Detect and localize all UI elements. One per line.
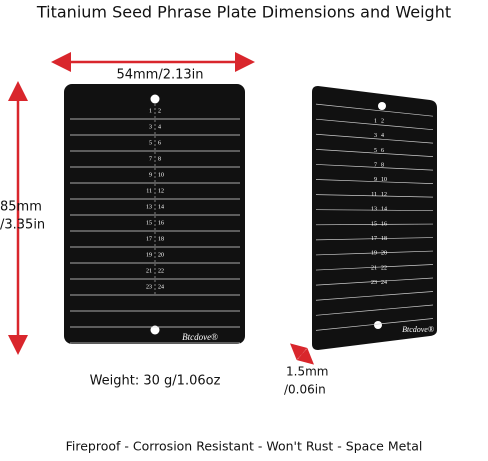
plate-number: 5 — [149, 140, 152, 146]
plate-number: 17 — [146, 236, 152, 242]
plate-number: 13 — [146, 204, 152, 210]
engraved-line — [315, 223, 434, 226]
engraved-line — [315, 164, 434, 171]
plate-number: 9 — [374, 177, 377, 183]
plate-number: 2 — [158, 108, 161, 114]
plate-number: 8 — [158, 156, 161, 162]
engraved-line — [315, 149, 434, 157]
plate-number: 2 — [381, 118, 384, 124]
plate-number: 7 — [374, 162, 377, 168]
engraved-line — [315, 291, 434, 301]
thickness-label: 1.5mm — [286, 365, 328, 379]
plate-number: 4 — [158, 124, 161, 130]
plate-number: 10 — [381, 177, 387, 183]
plate-number: 17 — [371, 236, 377, 242]
plate-number: 14 — [158, 204, 164, 210]
plate-number: 3 — [374, 133, 377, 139]
plate-number: 23 — [146, 284, 152, 290]
engraved-line — [315, 237, 434, 241]
engraved-line — [315, 250, 434, 256]
engraved-line — [315, 264, 434, 271]
plate-number: 15 — [371, 221, 377, 227]
plate-number: 15 — [146, 220, 152, 226]
engraved-line — [315, 209, 434, 211]
plate-number: 12 — [158, 188, 164, 194]
plate-number: 4 — [381, 133, 384, 139]
plate-number: 6 — [381, 148, 384, 154]
plate-number: 1 — [149, 108, 152, 114]
footer: Fireproof - Corrosion Resistant - Won't … — [66, 439, 423, 454]
plate-number: 19 — [371, 251, 377, 257]
plate-number: 19 — [146, 252, 152, 258]
plate-number: 20 — [381, 251, 387, 257]
engraved-line — [315, 133, 434, 144]
height-label: 85mm — [0, 200, 42, 215]
width-label: 54mm/2.13in — [116, 68, 203, 83]
plate-number: 20 — [158, 252, 164, 258]
plate-number: 24 — [381, 280, 387, 286]
hole — [150, 325, 160, 335]
brand: Btcdove® — [402, 325, 434, 334]
plate-number: 23 — [371, 280, 377, 286]
plate-number: 8 — [381, 162, 384, 168]
plate-number: 1 — [374, 118, 377, 124]
plate-number: 5 — [374, 148, 377, 154]
thickness-arrow — [290, 343, 314, 365]
engraved-line — [315, 194, 434, 198]
height-label: /3.35in — [0, 218, 45, 233]
weight: Weight: 30 g/1.06oz — [90, 374, 221, 389]
plate-number: 21 — [371, 265, 377, 271]
plate-number: 11 — [371, 192, 377, 198]
engraved-line — [315, 277, 434, 286]
plate-number: 16 — [158, 220, 164, 226]
plate-number: 22 — [158, 268, 164, 274]
plate — [64, 84, 245, 344]
plate-number: 16 — [381, 221, 387, 227]
plate-number: 6 — [158, 140, 161, 146]
plate-number: 10 — [158, 172, 164, 178]
engraved-line — [315, 103, 434, 117]
plate — [312, 86, 437, 350]
hole — [378, 102, 386, 110]
plate-number: 3 — [149, 124, 152, 130]
plate-number: 12 — [381, 192, 387, 198]
engraved-line — [315, 304, 434, 316]
plate-number: 7 — [149, 156, 152, 162]
plate-number: 21 — [146, 268, 152, 274]
engraved-line — [315, 118, 434, 131]
plate-number: 22 — [381, 265, 387, 271]
plate-number: 18 — [381, 236, 387, 242]
plate-number: 13 — [371, 207, 377, 213]
plate-number: 11 — [146, 188, 152, 194]
hole — [374, 321, 382, 329]
title: Titanium Seed Phrase Plate Dimensions an… — [36, 3, 451, 22]
plate-number: 9 — [149, 172, 152, 178]
brand: Btcdove® — [182, 332, 218, 342]
plate-number: 18 — [158, 236, 164, 242]
plate-number: 24 — [158, 284, 164, 290]
plate-number: 14 — [381, 207, 387, 213]
hole — [150, 94, 160, 104]
thickness-label: /0.06in — [284, 383, 326, 397]
engraved-line — [315, 318, 434, 331]
engraved-line — [315, 179, 434, 184]
